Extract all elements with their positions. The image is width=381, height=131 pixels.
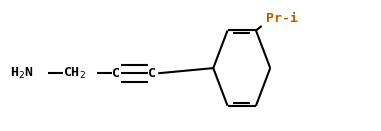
Text: Pr-i: Pr-i (266, 12, 298, 25)
Text: C: C (112, 67, 120, 80)
Text: C: C (148, 67, 156, 80)
Text: H$_2$N: H$_2$N (10, 66, 34, 81)
Text: CH$_2$: CH$_2$ (63, 66, 86, 81)
